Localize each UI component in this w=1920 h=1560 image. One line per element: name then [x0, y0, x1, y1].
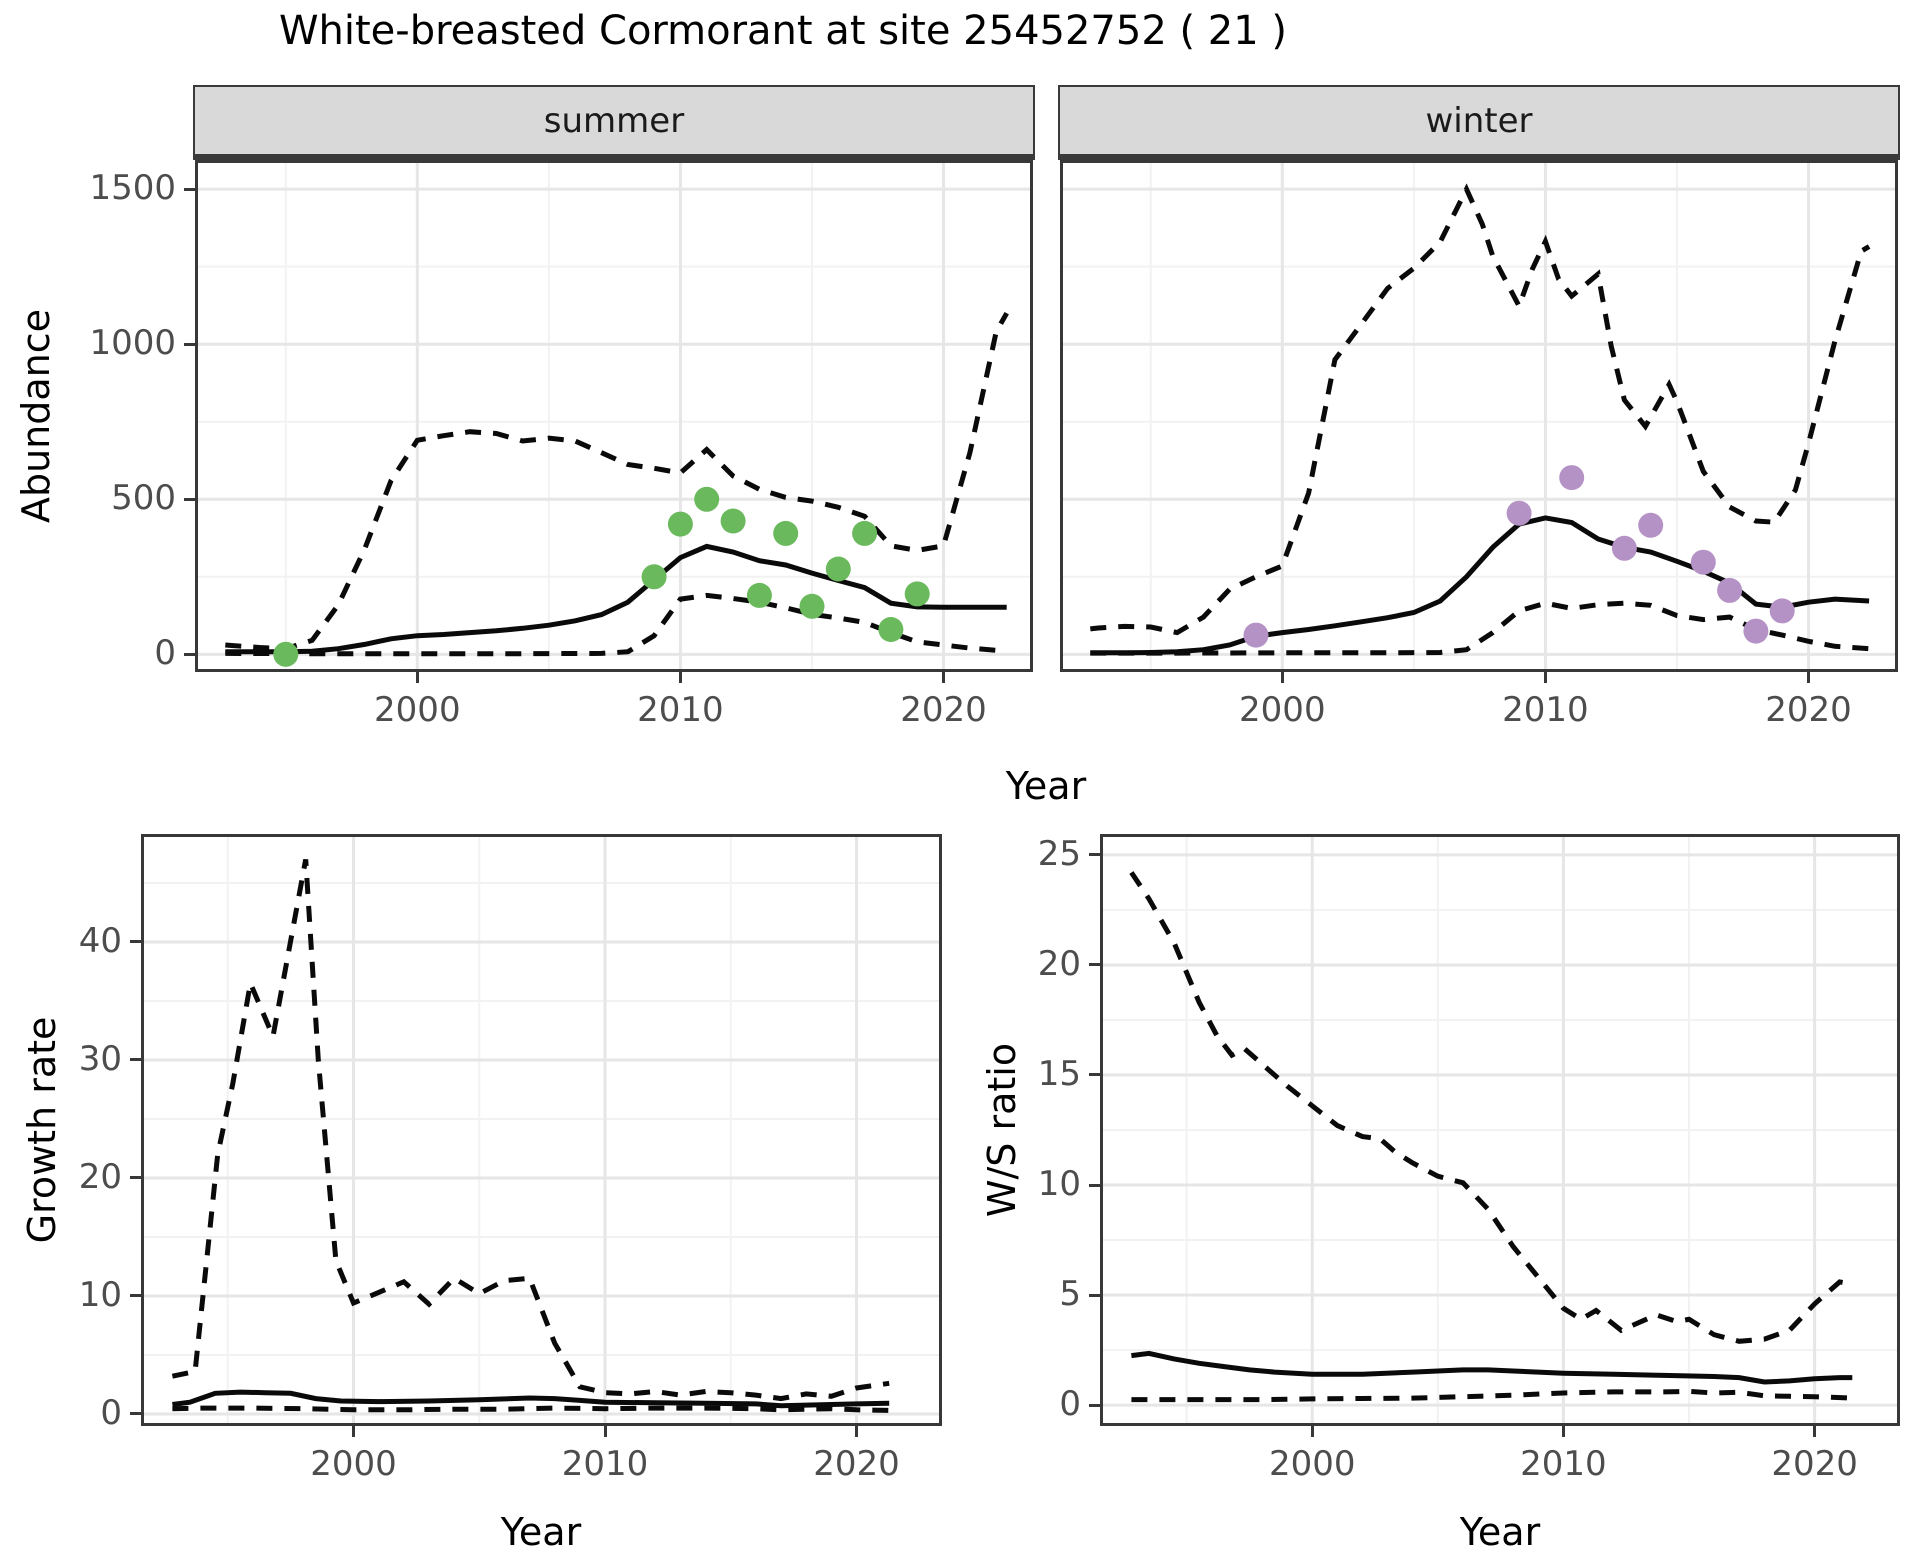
- y-tick-mark: [1089, 1183, 1100, 1187]
- y-tick-mark: [130, 1412, 141, 1416]
- y-tick-mark: [1089, 1073, 1100, 1077]
- observed-counts-summer-dot: [273, 641, 299, 667]
- y-tick-label: 0: [100, 1392, 122, 1433]
- observed-counts-summer-dot: [694, 486, 720, 512]
- abundance-winter-lower-ci-line: [1090, 600, 1870, 656]
- y-tick-label: 10: [78, 1274, 122, 1315]
- facet-strip-summer: summer: [193, 85, 1035, 160]
- observed-counts-summer-dot: [773, 520, 799, 546]
- y-tick-mark: [1089, 1403, 1100, 1407]
- observed-counts-winter-dot: [1559, 465, 1585, 491]
- x-tick-mark: [1813, 1426, 1817, 1437]
- observed-counts-winter-dot: [1506, 500, 1532, 526]
- growth-rate-lower-ci-line: [172, 1405, 890, 1413]
- y-tick-label: 500: [111, 478, 176, 519]
- x-tick-mark: [1561, 1426, 1565, 1437]
- ws-ratio-median-line: [1131, 1350, 1853, 1385]
- x-tick-label: 2020: [900, 690, 987, 730]
- chart-title: White-breasted Cormorant at site 2545275…: [278, 8, 1288, 54]
- x-axis-title-year-top: Year: [1005, 764, 1087, 808]
- observed-counts-summer-dot: [825, 556, 851, 582]
- y-tick-label: 40: [78, 920, 122, 961]
- y-tick-label: 10: [1037, 1164, 1081, 1205]
- x-tick-label: 2000: [374, 690, 461, 730]
- observed-counts-winter-dot: [1717, 577, 1743, 603]
- facet-strip-winter: winter: [1058, 85, 1900, 160]
- x-tick-label: 2010: [637, 690, 724, 730]
- abundance-winter-upper-ci-line: [1090, 183, 1871, 636]
- ws-ratio-lower-ci-line: [1131, 1388, 1853, 1403]
- ws-ratio-panel: [1100, 834, 1900, 1426]
- observed-counts-summer-dot: [746, 582, 772, 608]
- y-tick-label: 1500: [89, 168, 176, 209]
- x-tick-label: 2010: [1520, 1444, 1607, 1484]
- y-tick-mark: [130, 1176, 141, 1180]
- x-tick-label: 2000: [1268, 1444, 1356, 1484]
- y-tick-label: 25: [1037, 833, 1081, 874]
- y-tick-mark: [130, 1058, 141, 1062]
- observed-counts-winter-dot: [1690, 549, 1716, 575]
- x-tick-label: 2020: [1765, 690, 1852, 730]
- y-tick-label: 1000: [89, 323, 176, 364]
- observed-counts-winter-dot: [1243, 622, 1269, 648]
- y-tick-mark: [184, 342, 195, 346]
- y-tick-mark: [184, 187, 195, 191]
- observed-counts-summer-dot: [799, 593, 825, 619]
- observed-counts-summer-dot: [852, 520, 878, 546]
- abundance-summer-median-line: [225, 543, 1007, 655]
- x-tick-mark: [1543, 672, 1547, 683]
- x-tick-label: 2010: [1502, 690, 1589, 730]
- y-tick-label: 0: [154, 633, 176, 674]
- facet-strip-summer-label: summer: [543, 100, 685, 141]
- x-tick-mark: [678, 672, 682, 683]
- y-tick-label: 20: [78, 1156, 122, 1197]
- x-tick-mark: [1280, 672, 1284, 683]
- y-tick-mark: [184, 652, 195, 656]
- x-tick-mark: [854, 1426, 858, 1437]
- y-axis-title-abundance: Abundance: [14, 308, 58, 524]
- x-tick-mark: [1310, 1426, 1314, 1437]
- observed-counts-summer-dot: [878, 617, 904, 642]
- y-tick-label: 0: [1059, 1384, 1081, 1425]
- x-axis-title-year-bottom-right: Year: [1459, 1510, 1541, 1554]
- y-tick-mark: [1089, 853, 1100, 857]
- summer-abundance-panel: [195, 160, 1033, 672]
- y-tick-label: 20: [1037, 943, 1081, 984]
- x-tick-label: 2000: [1239, 690, 1326, 730]
- observed-counts-summer-dot: [904, 581, 930, 607]
- observed-counts-winter-dot: [1611, 535, 1637, 561]
- x-tick-label: 2020: [813, 1444, 900, 1484]
- x-axis-title-year-bottom-left: Year: [500, 1510, 582, 1554]
- x-tick-label: 2000: [310, 1444, 397, 1484]
- y-tick-label: 30: [78, 1038, 122, 1079]
- y-tick-mark: [130, 1294, 141, 1298]
- x-tick-mark: [352, 1426, 355, 1437]
- growth-rate-median-line: [172, 1389, 890, 1409]
- observed-counts-winter-dot: [1769, 598, 1795, 624]
- observed-counts-summer-dot: [641, 564, 667, 590]
- abundance-summer-lower-ci-line: [225, 592, 1007, 657]
- x-tick-mark: [415, 672, 419, 683]
- winter-abundance-panel: [1060, 160, 1898, 672]
- y-tick-mark: [184, 497, 195, 501]
- facet-strip-winter-label: winter: [1425, 100, 1533, 141]
- x-tick-mark: [1807, 672, 1811, 683]
- y-tick-label: 5: [1059, 1274, 1081, 1315]
- x-tick-label: 2020: [1771, 1444, 1858, 1484]
- growth-rate-upper-ci-line: [171, 858, 890, 1402]
- observed-counts-winter-dot: [1743, 618, 1769, 644]
- y-tick-mark: [1089, 963, 1100, 967]
- x-tick-label: 2010: [561, 1444, 649, 1484]
- x-tick-mark: [603, 1426, 607, 1437]
- y-tick-mark: [130, 940, 141, 944]
- x-tick-mark: [942, 672, 946, 683]
- y-tick-label: 15: [1037, 1053, 1081, 1094]
- observed-counts-winter-dot: [1638, 512, 1664, 538]
- observed-counts-summer-dot: [720, 508, 746, 534]
- y-tick-mark: [1089, 1293, 1100, 1297]
- abundance-summer-upper-ci-line: [225, 311, 1009, 652]
- growth-rate-panel: [141, 834, 942, 1426]
- observed-counts-summer-dot: [667, 511, 693, 537]
